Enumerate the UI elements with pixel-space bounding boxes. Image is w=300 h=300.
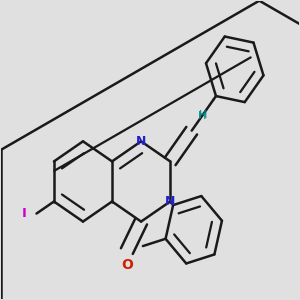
Text: N: N [165, 195, 175, 208]
Text: I: I [22, 207, 27, 220]
Text: O: O [121, 257, 133, 272]
Text: H: H [198, 111, 206, 121]
Text: H: H [199, 110, 207, 119]
Text: N: N [136, 135, 146, 148]
